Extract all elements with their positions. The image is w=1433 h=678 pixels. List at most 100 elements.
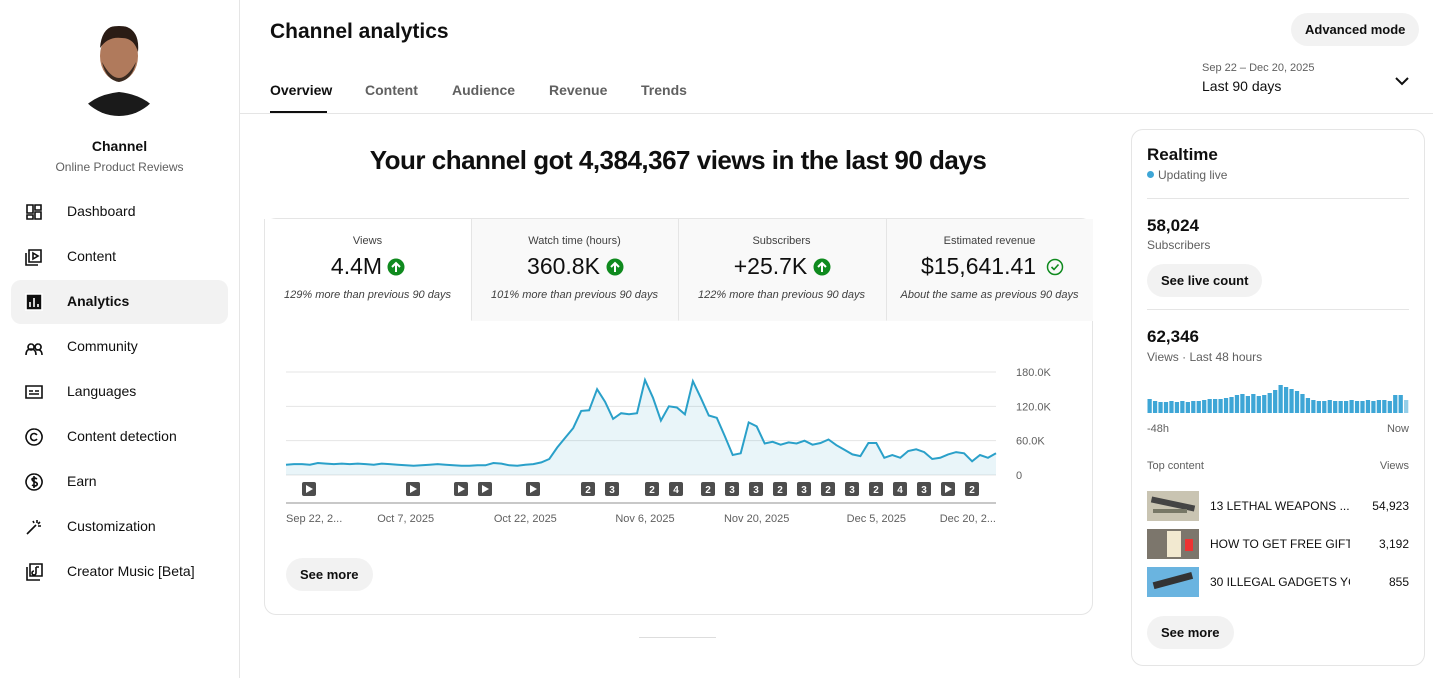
tab[interactable]: Revenue xyxy=(549,82,608,98)
upload-marker xyxy=(845,482,859,496)
metric-value: +25.7K xyxy=(733,253,808,279)
metric-note: 129% more than previous 90 days xyxy=(284,289,451,301)
nav-icon xyxy=(25,385,43,399)
marker-count: 2 xyxy=(649,485,655,496)
nav-item[interactable]: Languages xyxy=(67,383,137,399)
bar xyxy=(1289,389,1294,413)
bar xyxy=(1218,399,1223,413)
subscriber-label: Subscribers xyxy=(1147,238,1211,252)
video-icon xyxy=(306,485,313,493)
see-more-button[interactable]: See more xyxy=(286,558,373,591)
video-title[interactable]: 30 ILLEGAL GADGETS YOU... xyxy=(1210,575,1350,589)
video-views: 3,192 xyxy=(1378,537,1409,551)
nav-item[interactable]: Content detection xyxy=(67,428,177,444)
x-tick-label: Dec 5, 2025 xyxy=(847,513,906,525)
nav-icon xyxy=(25,428,43,446)
chart-end-label: Now xyxy=(1386,423,1409,435)
video-title[interactable]: HOW TO GET FREE GIFT... xyxy=(1210,537,1350,551)
bar xyxy=(1174,402,1180,413)
realtime-title: Realtime xyxy=(1147,145,1218,164)
views-count: 62,346 xyxy=(1147,327,1199,346)
metric-bg xyxy=(886,219,1093,321)
bar xyxy=(1256,396,1261,413)
tab[interactable]: Overview xyxy=(270,82,333,98)
upload-marker xyxy=(645,482,659,496)
upload-marker xyxy=(581,482,595,496)
icon-shape xyxy=(26,563,43,581)
views-chart: 0 60.0K 120.0K 180.0K 2 3 2 4 2 3 3 2 3 2 3 2 4 3 2 Sep 22,… xyxy=(285,367,1052,525)
realtime-see-more-button[interactable]: See more xyxy=(1147,616,1234,649)
nav-item[interactable]: Earn xyxy=(67,473,97,489)
divider xyxy=(1147,309,1409,310)
bar xyxy=(1245,396,1251,413)
nav-item[interactable]: Community xyxy=(67,338,138,354)
video-views: 855 xyxy=(1388,575,1409,589)
bar xyxy=(1278,385,1283,413)
trend-icon xyxy=(606,258,624,276)
marker-count: 3 xyxy=(609,485,615,496)
nav-item[interactable]: Creator Music [Beta] xyxy=(67,563,195,579)
line xyxy=(285,376,997,467)
thumbnails xyxy=(1147,491,1199,597)
bar xyxy=(1202,400,1207,413)
marker-count: 4 xyxy=(673,485,679,496)
bar xyxy=(1240,394,1245,413)
dropdown-icon[interactable] xyxy=(1394,73,1410,89)
marker-count: 3 xyxy=(729,485,735,496)
x-tick-label: Oct 22, 2025 xyxy=(494,513,557,525)
advanced-mode-button[interactable]: Advanced mode xyxy=(1291,13,1420,46)
upload-marker xyxy=(797,482,811,496)
bar xyxy=(1158,402,1163,413)
period[interactable]: Last 90 days xyxy=(1202,78,1282,94)
marker-count: 4 xyxy=(897,485,903,496)
marker-count: 2 xyxy=(873,485,879,496)
bar xyxy=(1294,391,1300,413)
channel-name: Channel xyxy=(91,138,148,154)
metric-label: Subscribers xyxy=(752,235,811,247)
nav-item[interactable]: Content xyxy=(67,248,117,264)
upload-marker xyxy=(965,482,979,496)
y-tick-label: 60.0K xyxy=(1016,436,1045,448)
icon-shape xyxy=(1046,258,1063,276)
nav-item[interactable]: Dashboard xyxy=(67,203,136,219)
bar xyxy=(1223,398,1229,413)
marker-count: 2 xyxy=(825,485,831,496)
tab[interactable]: Audience xyxy=(452,82,516,98)
bar xyxy=(1404,400,1409,413)
marker-count: 2 xyxy=(969,485,975,496)
marker-count: 3 xyxy=(849,485,855,496)
metric-label: Estimated revenue xyxy=(943,235,1036,247)
icon-shape xyxy=(817,261,827,272)
upload-marker xyxy=(821,482,835,496)
nav-icon xyxy=(25,293,43,311)
nav-icon xyxy=(26,563,43,581)
scroll-indicator xyxy=(639,637,716,638)
metric-label: Views xyxy=(352,235,383,247)
bar xyxy=(1393,395,1398,413)
bar xyxy=(1338,401,1343,413)
area xyxy=(286,380,996,475)
metric-bg xyxy=(678,219,886,321)
metric-bg xyxy=(264,219,472,320)
video-title[interactable]: 13 LETHAL WEAPONS ... xyxy=(1210,499,1350,513)
marker-count: 2 xyxy=(777,485,783,496)
icon-shape xyxy=(391,261,401,272)
upload-marker xyxy=(893,482,907,496)
x-tick-label: Sep 22, 2... xyxy=(286,513,342,525)
tab[interactable]: Content xyxy=(365,82,418,98)
tab[interactable]: Trends xyxy=(641,82,687,98)
subscriber-count: 58,024 xyxy=(1147,216,1199,235)
y-tick-label: 120.0K xyxy=(1016,401,1052,413)
date-range: Sep 22 – Dec 20, 2025 xyxy=(1202,62,1315,74)
bar xyxy=(1283,387,1289,413)
y-tick-label: 180.0K xyxy=(1016,367,1052,379)
x-tick-label: Dec 20, 2... xyxy=(940,513,996,525)
video-icon xyxy=(530,485,537,493)
nav-item[interactable]: Customization xyxy=(67,518,156,534)
live-count-button[interactable]: See live count xyxy=(1147,264,1263,297)
bar xyxy=(1316,401,1321,413)
nav-item[interactable]: Analytics xyxy=(67,293,130,309)
upload-marker xyxy=(749,482,763,496)
